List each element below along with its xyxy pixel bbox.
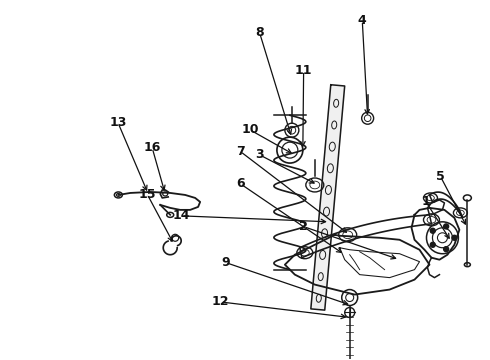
Text: 7: 7: [236, 145, 245, 158]
Circle shape: [430, 228, 435, 233]
Text: 12: 12: [212, 296, 229, 309]
Text: 3: 3: [255, 148, 264, 161]
Circle shape: [443, 247, 449, 252]
Text: 14: 14: [173, 210, 190, 222]
Text: 2: 2: [299, 220, 308, 233]
Text: 13: 13: [109, 116, 126, 129]
Polygon shape: [311, 85, 344, 310]
Text: 6: 6: [236, 177, 245, 190]
Text: 1: 1: [421, 195, 430, 208]
Text: 9: 9: [221, 256, 230, 269]
Text: 16: 16: [144, 141, 161, 154]
Text: 4: 4: [358, 14, 367, 27]
Text: 8: 8: [255, 27, 264, 40]
Circle shape: [430, 242, 435, 247]
Text: 5: 5: [436, 170, 445, 183]
Text: 15: 15: [139, 188, 156, 201]
Text: 10: 10: [241, 123, 259, 136]
Circle shape: [452, 235, 457, 240]
Circle shape: [443, 224, 449, 229]
Text: 11: 11: [295, 64, 313, 77]
